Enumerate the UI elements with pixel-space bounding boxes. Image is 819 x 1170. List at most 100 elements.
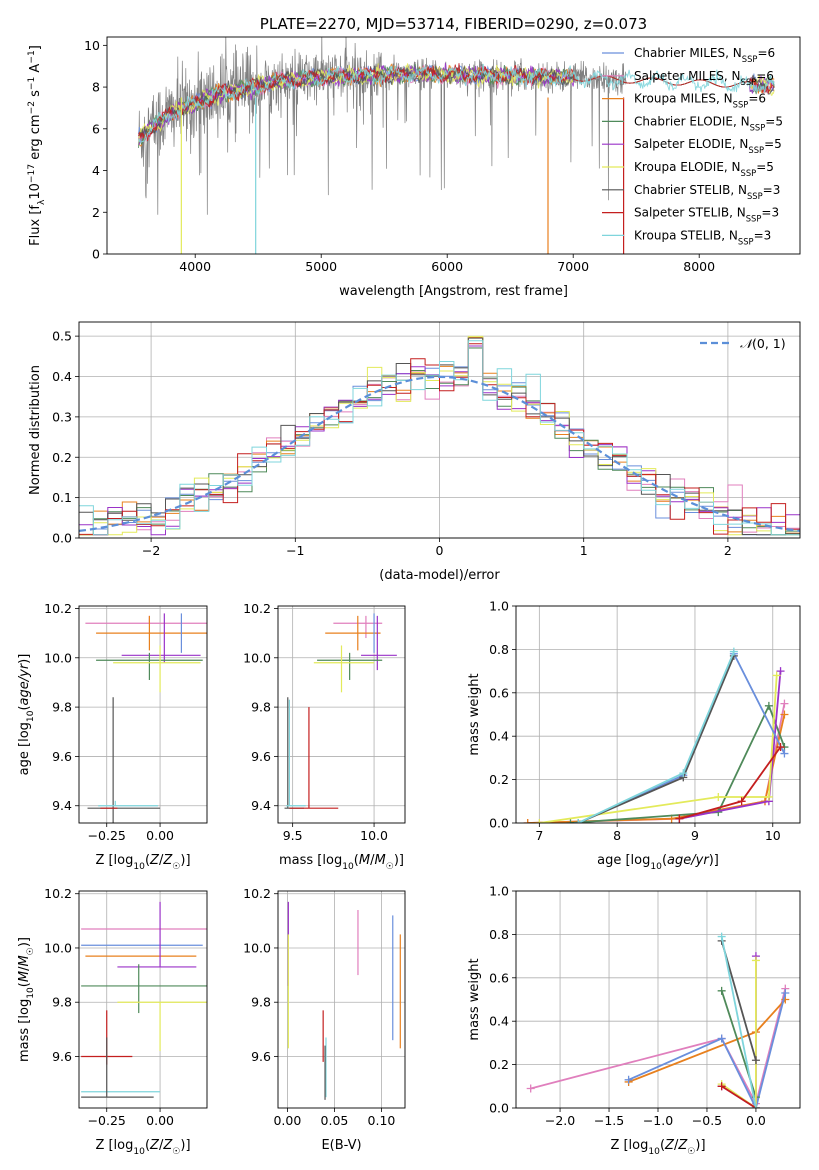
- weight-marker: [624, 1075, 633, 1084]
- x-tick-label: −0.25: [88, 1113, 126, 1128]
- x-tick-label: 0.00: [273, 1113, 301, 1128]
- errorbar-point: [113, 645, 201, 693]
- label-part: A: [28, 64, 43, 77]
- weight-marker: [729, 647, 738, 656]
- legend-label: Salpeter MILES, NSSP=6: [634, 69, 774, 87]
- label-part: /: [370, 853, 375, 868]
- label-part: Kroupa ELODIE, N: [634, 160, 741, 174]
- x-tick-label: 4000: [179, 259, 211, 274]
- label-part: Flux [f: [28, 205, 43, 246]
- y-tick-label: 9.8: [251, 995, 271, 1010]
- y-tick-label: 9.6: [251, 1049, 271, 1064]
- y-tick-label: 9.6: [251, 749, 271, 764]
- x-tick-label: −0.5: [692, 1113, 722, 1128]
- legend-label: Salpeter STELIB, NSSP=3: [634, 206, 779, 224]
- normal-curve: [79, 375, 800, 532]
- weight-marker: [781, 988, 790, 997]
- x-axis-label: (data-model)/error: [379, 568, 500, 583]
- panel-age-vs-Z: −0.25 0.009.49.69.810.010.2Z [log10(Z/Z☉)…: [17, 601, 208, 872]
- y-tick-label: 0.8: [489, 642, 509, 657]
- weight-marker: [574, 819, 583, 823]
- y-tick-label: 9.6: [52, 749, 72, 764]
- x-tick-label: 7000: [557, 259, 589, 274]
- legend-item: Chabrier STELIB, NSSP=3: [602, 183, 780, 201]
- y-tick-label: 9.8: [251, 700, 271, 715]
- weight-marker: [780, 699, 789, 708]
- weight-marker: [751, 956, 760, 965]
- label-part: =5: [756, 160, 774, 174]
- x-tick-label: −1.5: [594, 1113, 624, 1128]
- label-part: )]: [180, 1138, 190, 1153]
- legend-label: Kroupa STELIB, NSSP=3: [634, 228, 771, 246]
- y-tick-label: 0.2: [489, 1057, 509, 1072]
- legend-item: Chabrier MILES, NSSP=6: [602, 46, 775, 64]
- x-tick-label: 0.00: [146, 828, 174, 843]
- label-part: age/yr: [17, 662, 32, 705]
- label-part: SSP: [742, 54, 758, 64]
- label-part: Z [log: [95, 1138, 133, 1153]
- label-part: =6: [757, 46, 775, 60]
- axes-frame: [515, 890, 801, 1109]
- legend-label: Salpeter ELODIE, NSSP=5: [634, 137, 782, 155]
- y-axis-label: mass weight: [467, 673, 482, 755]
- label-part: ☉: [26, 947, 36, 955]
- label-part: (: [660, 1138, 665, 1153]
- x-tick-label: −0.25: [88, 828, 126, 843]
- legend-item: Chabrier ELODIE, NSSP=5: [602, 114, 783, 132]
- errorbar-point: [81, 1037, 154, 1098]
- label-part: 10: [28, 183, 43, 200]
- x-tick-label: −2.0: [545, 1113, 575, 1128]
- legend-item: Salpeter ELODIE, NSSP=5: [602, 137, 782, 155]
- x-tick-label: 1: [580, 543, 588, 558]
- y-tick-label: 0.0: [489, 1101, 509, 1116]
- errorbar-point: [313, 645, 375, 693]
- label-part: 10: [650, 862, 662, 872]
- weight-marker: [776, 743, 785, 752]
- label-part: =6: [756, 69, 774, 83]
- weight-marker: [717, 1034, 726, 1043]
- y-tick-label: 1.0: [489, 599, 509, 614]
- legend-item: Kroupa MILES, NSSP=6: [602, 92, 766, 110]
- label-part: Z: [149, 853, 160, 868]
- x-tick-label: 9.5: [283, 828, 303, 843]
- label-part: /: [159, 853, 164, 868]
- legend-item: Salpeter MILES, NSSP=6: [602, 69, 774, 87]
- x-tick-label: 0.05: [321, 1113, 349, 1128]
- label-part: 10: [133, 1147, 145, 1157]
- label-part: )]: [17, 937, 32, 947]
- y-tick-label: 0.4: [52, 369, 72, 384]
- x-tick-label: 10: [765, 828, 781, 843]
- weight-marker: [780, 710, 789, 719]
- y-tick-label: 0.2: [489, 772, 509, 787]
- x-tick-label: 9: [691, 828, 699, 843]
- axes-frame: [277, 890, 406, 1109]
- x-axis-label: E(B-V): [321, 1138, 361, 1153]
- weight-marker: [526, 1084, 535, 1093]
- label-part: 10: [648, 1147, 660, 1157]
- y-tick-label: 2: [92, 205, 100, 220]
- label-part: (0, 1): [752, 336, 786, 351]
- plot-area: [523, 647, 789, 823]
- axes-frame: [78, 321, 801, 539]
- weight-marker: [737, 797, 746, 806]
- label-part: )]: [709, 853, 719, 868]
- weight-marker: [780, 749, 789, 758]
- plot-area: [526, 932, 790, 1108]
- errorbar-point: [284, 697, 305, 809]
- label-part: =3: [763, 183, 781, 197]
- label-part: (: [145, 1138, 150, 1153]
- label-part: s: [28, 90, 43, 101]
- label-part: −1: [27, 77, 37, 90]
- weight-series-line: [720, 936, 757, 1108]
- x-tick-label: 10.0: [360, 828, 388, 843]
- label-part: 10: [26, 710, 36, 722]
- y-tick-label: 0.8: [489, 927, 509, 942]
- weight-marker: [523, 819, 532, 823]
- model-spectrum: [138, 63, 775, 144]
- y-tick-label: 0.5: [52, 329, 72, 344]
- label-part: Chabrier MILES, N: [634, 46, 742, 60]
- label-part: (: [662, 853, 667, 868]
- weight-marker: [776, 667, 785, 676]
- y-tick-label: 0.4: [489, 729, 509, 744]
- label-part: =5: [765, 114, 783, 128]
